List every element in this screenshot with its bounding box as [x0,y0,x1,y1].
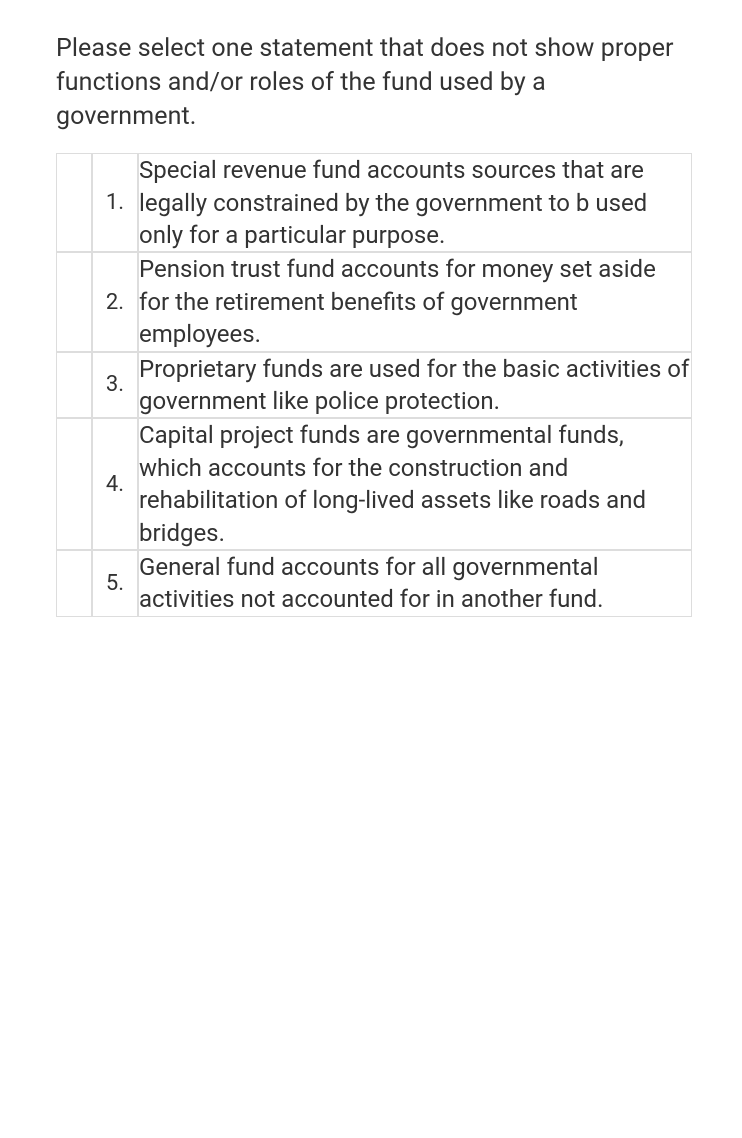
option-text: Special revenue fund accounts sources th… [138,153,692,252]
option-radio-cell[interactable] [56,418,92,550]
option-number: 3. [92,352,138,419]
option-radio-cell[interactable] [56,153,92,252]
question-page: Please select one statement that does no… [0,0,742,617]
option-text: Pension trust fund accounts for money se… [138,252,692,351]
option-text: Proprietary funds are used for the basic… [138,352,692,419]
question-prompt: Please select one statement that does no… [56,32,692,133]
option-number: 4. [92,418,138,550]
option-number: 5. [92,550,138,617]
option-radio-cell[interactable] [56,252,92,351]
option-row[interactable]: 1. Special revenue fund accounts sources… [56,153,692,252]
option-text: General fund accounts for all government… [138,550,692,617]
option-radio-cell[interactable] [56,352,92,419]
option-row[interactable]: 5. General fund accounts for all governm… [56,550,692,617]
option-row[interactable]: 2. Pension trust fund accounts for money… [56,252,692,351]
option-number: 1. [92,153,138,252]
option-radio-cell[interactable] [56,550,92,617]
options-table: 1. Special revenue fund accounts sources… [56,153,692,616]
option-row[interactable]: 4. Capital project funds are governmenta… [56,418,692,550]
option-text: Capital project funds are governmental f… [138,418,692,550]
option-number: 2. [92,252,138,351]
option-row[interactable]: 3. Proprietary funds are used for the ba… [56,352,692,419]
